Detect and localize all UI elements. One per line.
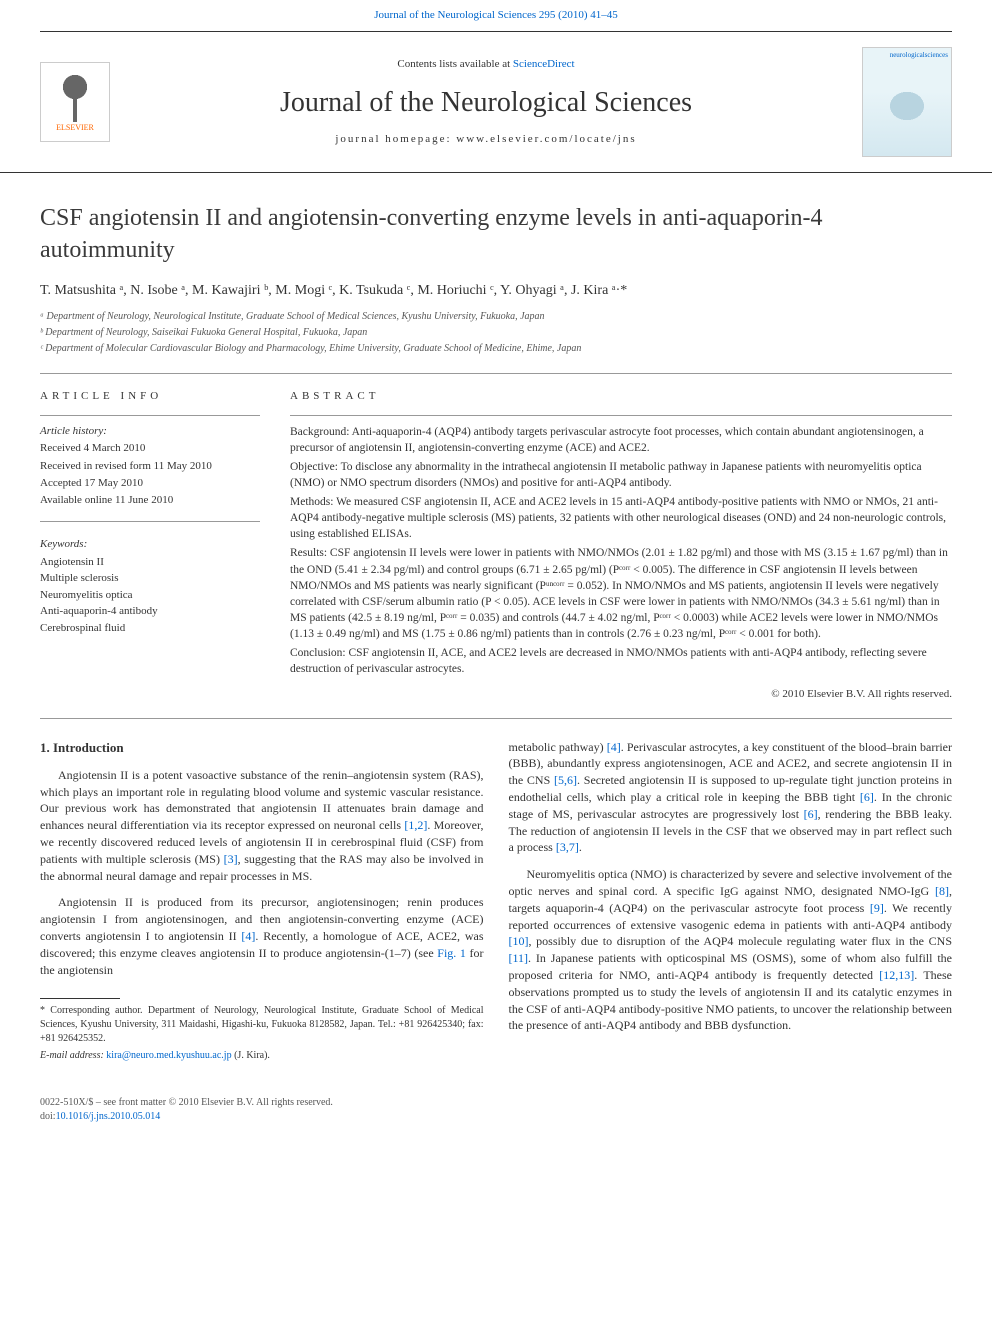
corresponding-footnote: * Corresponding author. Department of Ne… <box>40 1004 484 1046</box>
info-abstract-row: ARTICLE INFO Article history: Received 4… <box>0 374 992 717</box>
authors-line: T. Matsushita ᵃ, N. Isobe ᵃ, M. Kawajiri… <box>0 276 992 311</box>
email-footnote: E-mail address: kira@neuro.med.kyushuu.a… <box>40 1049 484 1063</box>
contents-prefix: Contents lists available at <box>397 58 512 70</box>
citation-link[interactable]: Journal of the Neurological Sciences 295… <box>374 9 617 21</box>
ref-12-13[interactable]: [12,13] <box>879 968 914 982</box>
ref-5-6[interactable]: [5,6] <box>554 773 577 787</box>
ref-10[interactable]: [10] <box>509 934 529 948</box>
body-two-column: 1. Introduction Angiotensin II is a pote… <box>0 719 992 1087</box>
journal-cover-thumbnail: neurologicalsciences <box>862 47 952 157</box>
ref-1-2[interactable]: [1,2] <box>404 818 427 832</box>
abstract-background: Background: Anti-aquaporin-4 (AQP4) anti… <box>290 424 952 456</box>
abstract-methods: Methods: We measured CSF angiotensin II,… <box>290 494 952 542</box>
email-label: E-mail address: <box>40 1050 106 1061</box>
doi-link[interactable]: 10.1016/j.jns.2010.05.014 <box>56 1111 161 1122</box>
keyword-3: Neuromyelitis optica <box>40 588 260 603</box>
abstract-divider <box>290 415 952 416</box>
journal-center: Contents lists available at ScienceDirec… <box>110 57 862 147</box>
journal-homepage: journal homepage: www.elsevier.com/locat… <box>110 132 862 147</box>
intro-para-4: Neuromyelitis optica (NMO) is characteri… <box>509 866 953 1034</box>
fig1-link[interactable]: Fig. 1 <box>437 946 466 960</box>
email-suffix: (J. Kira). <box>232 1050 270 1061</box>
abstract-heading: ABSTRACT <box>290 389 952 404</box>
intro-para-3: metabolic pathway) [4]. Perivascular ast… <box>509 739 953 857</box>
elsevier-logo: ELSEVIER <box>40 62 110 142</box>
journal-header: ELSEVIER Contents lists available at Sci… <box>0 32 992 173</box>
ref-4a[interactable]: [4] <box>241 929 255 943</box>
left-column: 1. Introduction Angiotensin II is a pote… <box>40 739 484 1067</box>
ref-6b[interactable]: [6] <box>804 807 818 821</box>
abstract-column: ABSTRACT Background: Anti-aquaporin-4 (A… <box>290 389 952 702</box>
cover-text: neurologicalsciences <box>890 51 948 59</box>
keywords-divider <box>40 521 260 522</box>
abstract-conclusion: Conclusion: CSF angiotensin II, ACE, and… <box>290 645 952 677</box>
ref-6a[interactable]: [6] <box>860 790 874 804</box>
intro-para-1: Angiotensin II is a potent vasoactive su… <box>40 767 484 885</box>
sciencedirect-link[interactable]: ScienceDirect <box>513 58 575 70</box>
history-online: Available online 11 June 2010 <box>40 493 260 508</box>
abstract-copyright: © 2010 Elsevier B.V. All rights reserved… <box>290 687 952 702</box>
keywords-label: Keywords: <box>40 537 260 552</box>
ref-8[interactable]: [8] <box>935 884 949 898</box>
ref-11[interactable]: [11] <box>509 951 529 965</box>
article-title: CSF angiotensin II and angiotensin-conve… <box>0 173 992 275</box>
footnote-divider <box>40 998 120 999</box>
publisher-name: ELSEVIER <box>56 122 94 133</box>
contents-line: Contents lists available at ScienceDirec… <box>110 57 862 72</box>
intro-para-2: Angiotensin II is produced from its prec… <box>40 894 484 978</box>
affiliation-a: ᵃ Department of Neurology, Neurological … <box>40 310 952 324</box>
journal-title: Journal of the Neurological Sciences <box>110 83 862 122</box>
ref-3[interactable]: [3] <box>224 852 238 866</box>
elsevier-tree-icon <box>55 72 95 122</box>
footer-meta: 0022-510X/$ – see front matter © 2010 El… <box>0 1086 992 1144</box>
article-info-column: ARTICLE INFO Article history: Received 4… <box>40 389 260 702</box>
cover-brain-icon <box>877 81 937 131</box>
history-accepted: Accepted 17 May 2010 <box>40 476 260 491</box>
article-info-heading: ARTICLE INFO <box>40 389 260 404</box>
keyword-4: Anti-aquaporin-4 antibody <box>40 604 260 619</box>
ref-3-7[interactable]: [3,7] <box>556 840 579 854</box>
history-label: Article history: <box>40 424 260 439</box>
affiliations: ᵃ Department of Neurology, Neurological … <box>0 310 992 373</box>
affiliation-c: ᶜ Department of Molecular Cardiovascular… <box>40 342 952 356</box>
authors-text: T. Matsushita ᵃ, N. Isobe ᵃ, M. Kawajiri… <box>40 283 627 298</box>
history-revised: Received in revised form 11 May 2010 <box>40 459 260 474</box>
keyword-1: Angiotensin II <box>40 555 260 570</box>
history-received: Received 4 March 2010 <box>40 441 260 456</box>
email-link[interactable]: kira@neuro.med.kyushuu.ac.jp <box>106 1050 231 1061</box>
keyword-5: Cerebrospinal fluid <box>40 621 260 636</box>
citation-header: Journal of the Neurological Sciences 295… <box>0 0 992 31</box>
intro-heading: 1. Introduction <box>40 739 484 757</box>
affiliation-b: ᵇ Department of Neurology, Saiseikai Fuk… <box>40 326 952 340</box>
right-column: metabolic pathway) [4]. Perivascular ast… <box>509 739 953 1067</box>
doi-line: doi:10.1016/j.jns.2010.05.014 <box>40 1110 952 1124</box>
info-divider <box>40 415 260 416</box>
keyword-2: Multiple sclerosis <box>40 571 260 586</box>
issn-line: 0022-510X/$ – see front matter © 2010 El… <box>40 1096 952 1110</box>
ref-4b[interactable]: [4] <box>607 740 621 754</box>
abstract-results: Results: CSF angiotensin II levels were … <box>290 545 952 642</box>
abstract-objective: Objective: To disclose any abnormality i… <box>290 459 952 491</box>
ref-9[interactable]: [9] <box>870 901 884 915</box>
